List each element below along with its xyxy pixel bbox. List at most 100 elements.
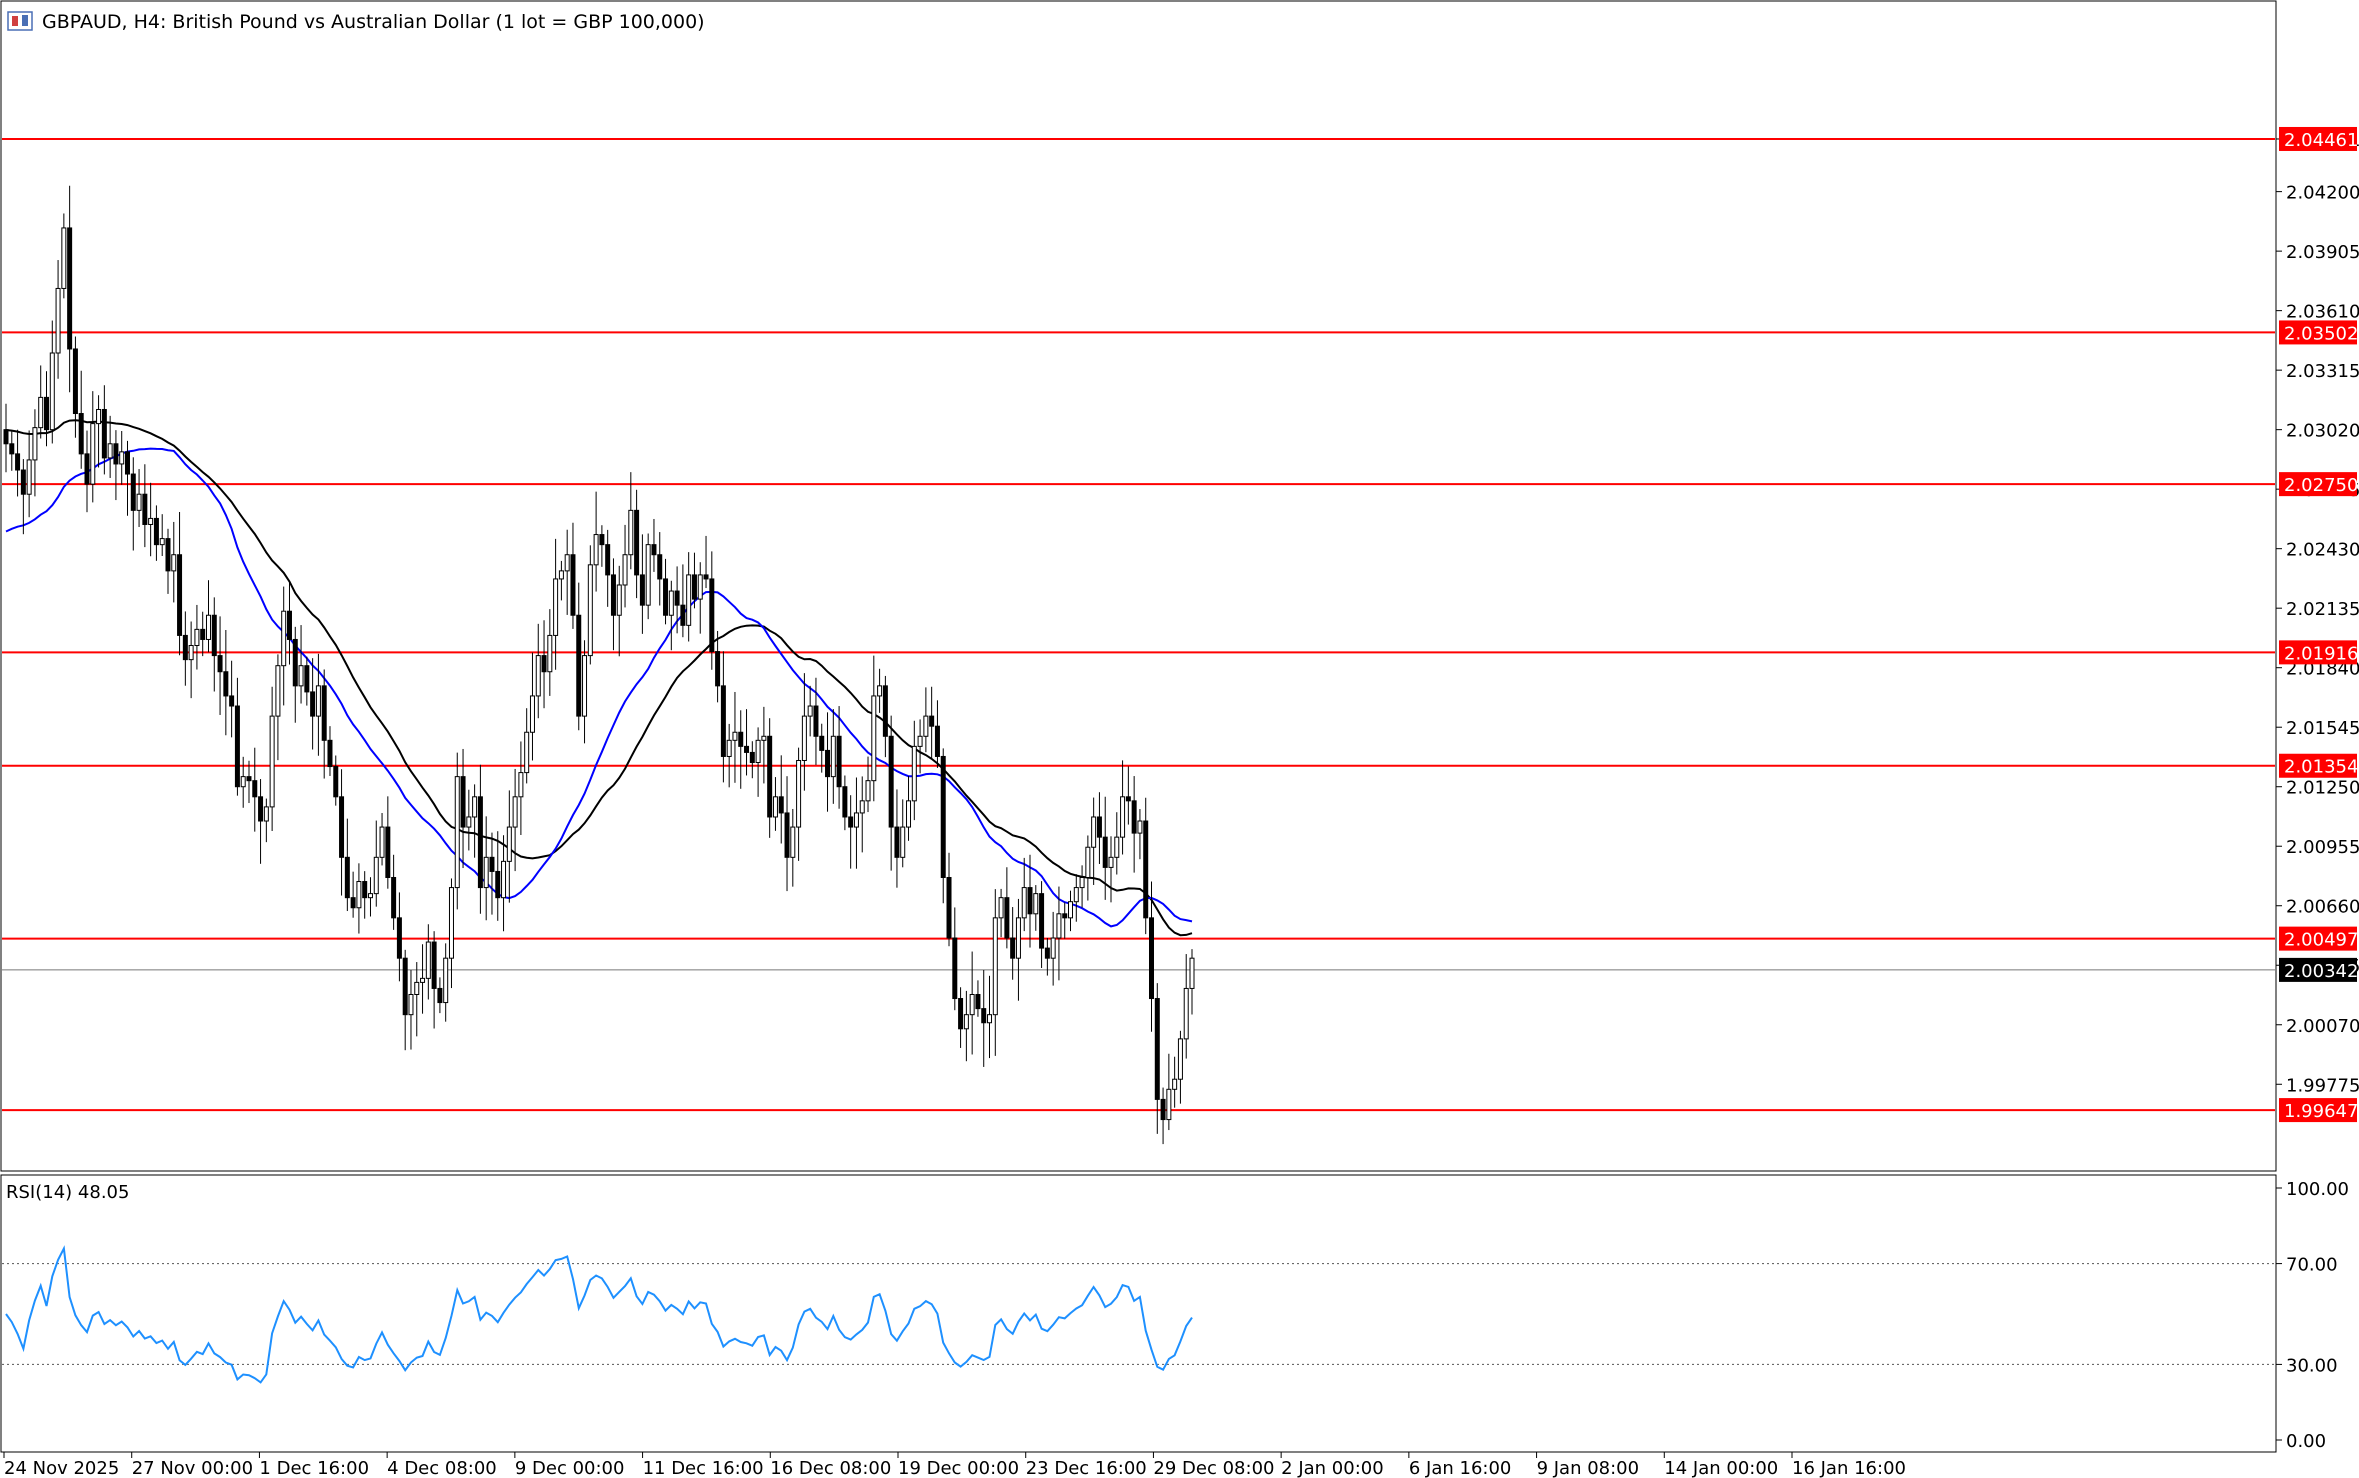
candle-body[interactable] bbox=[1143, 820, 1149, 919]
candle-body[interactable] bbox=[529, 695, 535, 733]
candle-body[interactable] bbox=[148, 517, 154, 525]
candle-body[interactable] bbox=[686, 574, 692, 626]
candle-body[interactable] bbox=[981, 1008, 987, 1024]
candle-body[interactable] bbox=[853, 812, 859, 828]
candle-body[interactable] bbox=[391, 876, 397, 919]
candle-body[interactable] bbox=[906, 800, 912, 828]
candle-body[interactable] bbox=[755, 739, 761, 764]
candle-body[interactable] bbox=[1010, 937, 1016, 959]
candle-body[interactable] bbox=[1039, 893, 1045, 949]
candle-body[interactable] bbox=[1044, 947, 1050, 959]
candle-body[interactable] bbox=[663, 578, 669, 616]
candle-body[interactable] bbox=[772, 796, 778, 818]
candle-body[interactable] bbox=[703, 574, 709, 580]
candle-body[interactable] bbox=[634, 509, 640, 576]
candle-body[interactable] bbox=[778, 796, 784, 814]
candle-body[interactable] bbox=[362, 881, 368, 899]
candle-body[interactable] bbox=[55, 287, 61, 354]
candle-body[interactable] bbox=[1177, 1038, 1183, 1080]
candle-body[interactable] bbox=[691, 574, 697, 600]
candlesticks[interactable] bbox=[3, 185, 1195, 1145]
candle-body[interactable] bbox=[917, 735, 923, 747]
candle-body[interactable] bbox=[969, 993, 975, 1016]
candle-body[interactable] bbox=[963, 1014, 969, 1030]
candle-body[interactable] bbox=[570, 554, 576, 616]
candle-body[interactable] bbox=[188, 645, 194, 661]
candle-body[interactable] bbox=[182, 634, 188, 661]
candle-body[interactable] bbox=[715, 651, 721, 687]
candle-body[interactable] bbox=[1108, 856, 1114, 868]
candle-body[interactable] bbox=[796, 759, 802, 828]
candle-body[interactable] bbox=[124, 451, 130, 475]
candle-body[interactable] bbox=[761, 735, 767, 741]
candle-body[interactable] bbox=[1050, 937, 1056, 959]
candle-body[interactable] bbox=[859, 800, 865, 814]
candle-body[interactable] bbox=[252, 780, 258, 798]
candle-body[interactable] bbox=[865, 780, 871, 802]
candle-body[interactable] bbox=[165, 538, 171, 572]
candle-body[interactable] bbox=[315, 685, 321, 717]
candle-body[interactable] bbox=[744, 745, 750, 753]
candle-body[interactable] bbox=[240, 776, 246, 788]
candle-body[interactable] bbox=[483, 856, 489, 889]
candle-body[interactable] bbox=[101, 408, 107, 459]
candle-body[interactable] bbox=[211, 614, 217, 657]
candle-body[interactable] bbox=[1027, 887, 1033, 915]
candle-body[interactable] bbox=[998, 897, 1004, 919]
candle-body[interactable] bbox=[697, 574, 703, 600]
candle-body[interactable] bbox=[599, 534, 605, 546]
candle-body[interactable] bbox=[871, 695, 877, 782]
candle-body[interactable] bbox=[327, 739, 333, 768]
candle-body[interactable] bbox=[628, 509, 634, 556]
candle-body[interactable] bbox=[923, 715, 929, 737]
candle-body[interactable] bbox=[26, 459, 32, 495]
candle-body[interactable] bbox=[576, 614, 582, 717]
candle-body[interactable] bbox=[223, 671, 229, 697]
candle-body[interactable] bbox=[3, 429, 9, 445]
candle-body[interactable] bbox=[437, 987, 443, 1004]
candle-body[interactable] bbox=[934, 725, 940, 757]
candle-body[interactable] bbox=[61, 227, 67, 289]
candle-body[interactable] bbox=[992, 917, 998, 1016]
candle-body[interactable] bbox=[72, 348, 78, 415]
candle-body[interactable] bbox=[246, 776, 252, 782]
candle-body[interactable] bbox=[790, 826, 796, 858]
candle-body[interactable] bbox=[275, 665, 281, 717]
candle-body[interactable] bbox=[558, 570, 564, 580]
candle-body[interactable] bbox=[767, 735, 773, 818]
candle-body[interactable] bbox=[113, 443, 119, 465]
candle-body[interactable] bbox=[1056, 913, 1062, 939]
candle-body[interactable] bbox=[310, 691, 316, 717]
candle-body[interactable] bbox=[605, 544, 611, 576]
candle-body[interactable] bbox=[842, 786, 848, 818]
candle-body[interactable] bbox=[1114, 836, 1120, 858]
candle-body[interactable] bbox=[1149, 917, 1155, 1000]
candle-body[interactable] bbox=[1085, 846, 1091, 878]
candle-body[interactable] bbox=[356, 881, 362, 909]
candle-body[interactable] bbox=[443, 957, 449, 1004]
candle-body[interactable] bbox=[472, 796, 478, 818]
candle-body[interactable] bbox=[813, 705, 819, 737]
candle-body[interactable] bbox=[385, 826, 391, 878]
candle-body[interactable] bbox=[952, 937, 958, 1000]
candle-body[interactable] bbox=[749, 751, 755, 764]
candle-body[interactable] bbox=[373, 856, 379, 895]
candle-body[interactable] bbox=[258, 796, 264, 822]
candle-body[interactable] bbox=[263, 806, 269, 822]
candle-body[interactable] bbox=[524, 731, 530, 774]
candle-body[interactable] bbox=[1137, 820, 1143, 834]
candle-body[interactable] bbox=[674, 590, 680, 606]
candle-body[interactable] bbox=[171, 554, 177, 572]
candle-body[interactable] bbox=[379, 826, 385, 858]
candle-body[interactable] bbox=[495, 870, 501, 899]
candle-body[interactable] bbox=[292, 638, 298, 687]
candle-body[interactable] bbox=[877, 685, 883, 697]
candle-body[interactable] bbox=[119, 451, 125, 465]
candle-body[interactable] bbox=[286, 610, 292, 640]
candle-body[interactable] bbox=[911, 745, 917, 802]
candle-body[interactable] bbox=[894, 826, 900, 858]
candle-body[interactable] bbox=[535, 655, 541, 697]
candle-body[interactable] bbox=[281, 610, 287, 667]
candle-body[interactable] bbox=[645, 544, 651, 606]
